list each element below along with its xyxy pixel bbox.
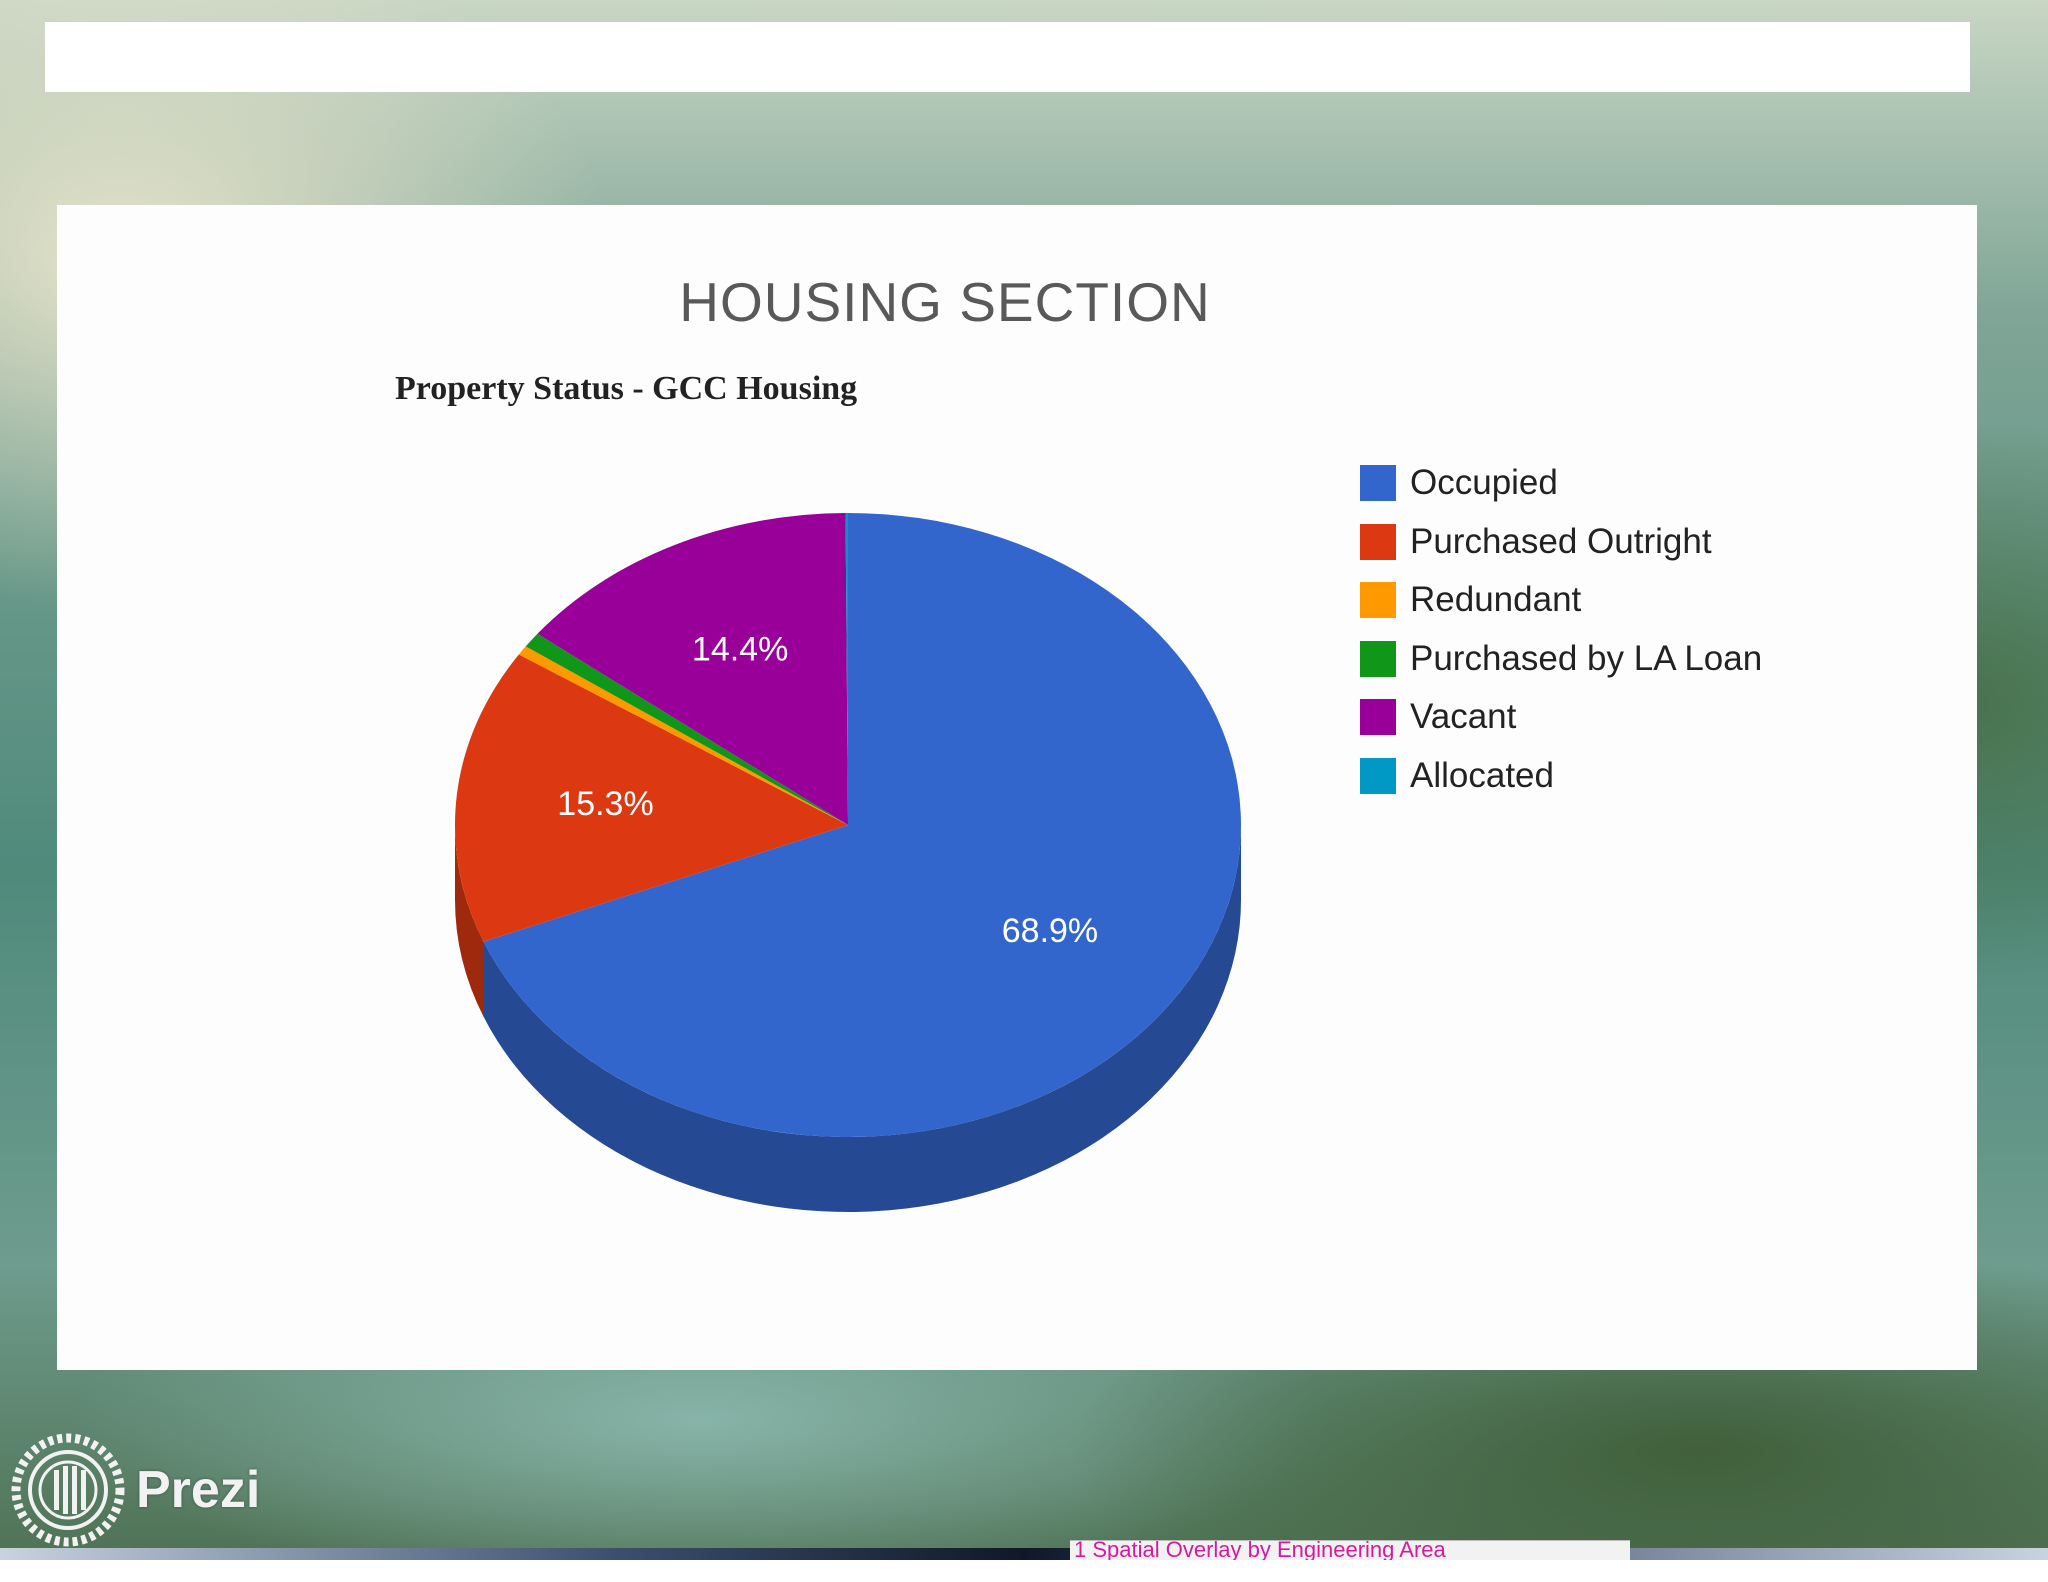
legend-label: Purchased by LA Loan: [1410, 638, 1763, 678]
pie-slice-allocated[interactable]: [845, 513, 848, 825]
legend-item[interactable]: Allocated: [1360, 755, 1762, 795]
bottom-strip: [0, 1560, 2048, 1582]
pie-data-label: 68.9%: [1002, 912, 1098, 950]
pie-slice-redundant[interactable]: [518, 646, 848, 825]
legend-item[interactable]: Vacant: [1360, 697, 1762, 736]
taskbar-item-label: 1 Spatial Overlay by Engineering Area: [1074, 1537, 1446, 1562]
legend-swatch: [1360, 640, 1396, 677]
pie-data-label: 15.3%: [557, 785, 653, 823]
pie-slice-occupied[interactable]: [483, 513, 1242, 1137]
legend-label: Vacant: [1410, 697, 1517, 736]
pie-slice-purchased-by-la-loan[interactable]: [525, 633, 848, 825]
legend-swatch: [1360, 582, 1396, 618]
pie-side-purchased-outright: [455, 825, 484, 1017]
legend-swatch: [1360, 757, 1396, 794]
legend-label: Purchased Outright: [1410, 521, 1712, 561]
prezi-icon: [11, 1433, 125, 1547]
slide-title: HOUSING SECTION: [679, 271, 1211, 333]
pie-data-label: 14.4%: [692, 631, 788, 669]
legend-swatch: [1360, 699, 1396, 735]
legend-item[interactable]: Purchased by LA Loan: [1360, 638, 1763, 678]
prezi-logo: Prezi: [10, 1432, 260, 1548]
pie-top: [455, 513, 1242, 1137]
chart-title: Property Status - GCC Housing: [395, 370, 858, 407]
pie-side-occupied: [483, 825, 1242, 1213]
legend-swatch: [1360, 523, 1396, 560]
legend-swatch: [1360, 465, 1396, 501]
chart-legend: Occupied Purchased Outright Redundant Purch…: [1360, 463, 1763, 816]
taskbar: [0, 1548, 2048, 1560]
prezi-wordmark: Prezi: [136, 1461, 261, 1519]
pie-side: [455, 825, 1242, 1213]
legend-label: Occupied: [1410, 463, 1558, 502]
pie-slice-vacant[interactable]: [537, 513, 848, 825]
legend-item[interactable]: Redundant: [1360, 580, 1762, 619]
taskbar-item-active[interactable]: 1 Spatial Overlay by Engineering Area: [1070, 1537, 1630, 1563]
legend-item[interactable]: Purchased Outright: [1360, 521, 1762, 561]
legend-item[interactable]: Occupied: [1360, 463, 1762, 502]
top-panel: [45, 22, 1970, 92]
legend-label: Redundant: [1410, 580, 1582, 619]
legend-label: Allocated: [1410, 755, 1554, 795]
pie-slice-purchased-outright[interactable]: [455, 654, 848, 942]
pie-labels: 68.9% 15.3% 14.4%: [557, 631, 1098, 951]
